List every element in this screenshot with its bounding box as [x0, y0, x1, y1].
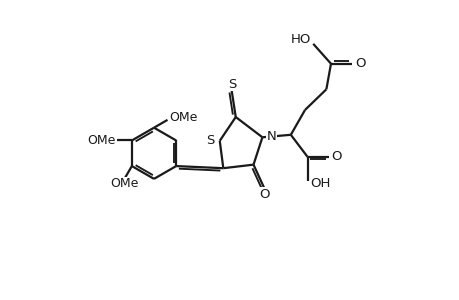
Text: OH: OH: [310, 177, 330, 190]
Text: OMe: OMe: [110, 177, 138, 190]
Text: O: O: [331, 150, 341, 163]
Text: S: S: [206, 134, 214, 147]
Text: OMe: OMe: [87, 134, 115, 147]
Text: O: O: [354, 57, 365, 70]
Text: OMe: OMe: [169, 111, 197, 124]
Text: N: N: [266, 130, 276, 143]
Text: O: O: [259, 188, 269, 201]
Text: HO: HO: [291, 33, 311, 46]
Text: S: S: [228, 78, 236, 91]
